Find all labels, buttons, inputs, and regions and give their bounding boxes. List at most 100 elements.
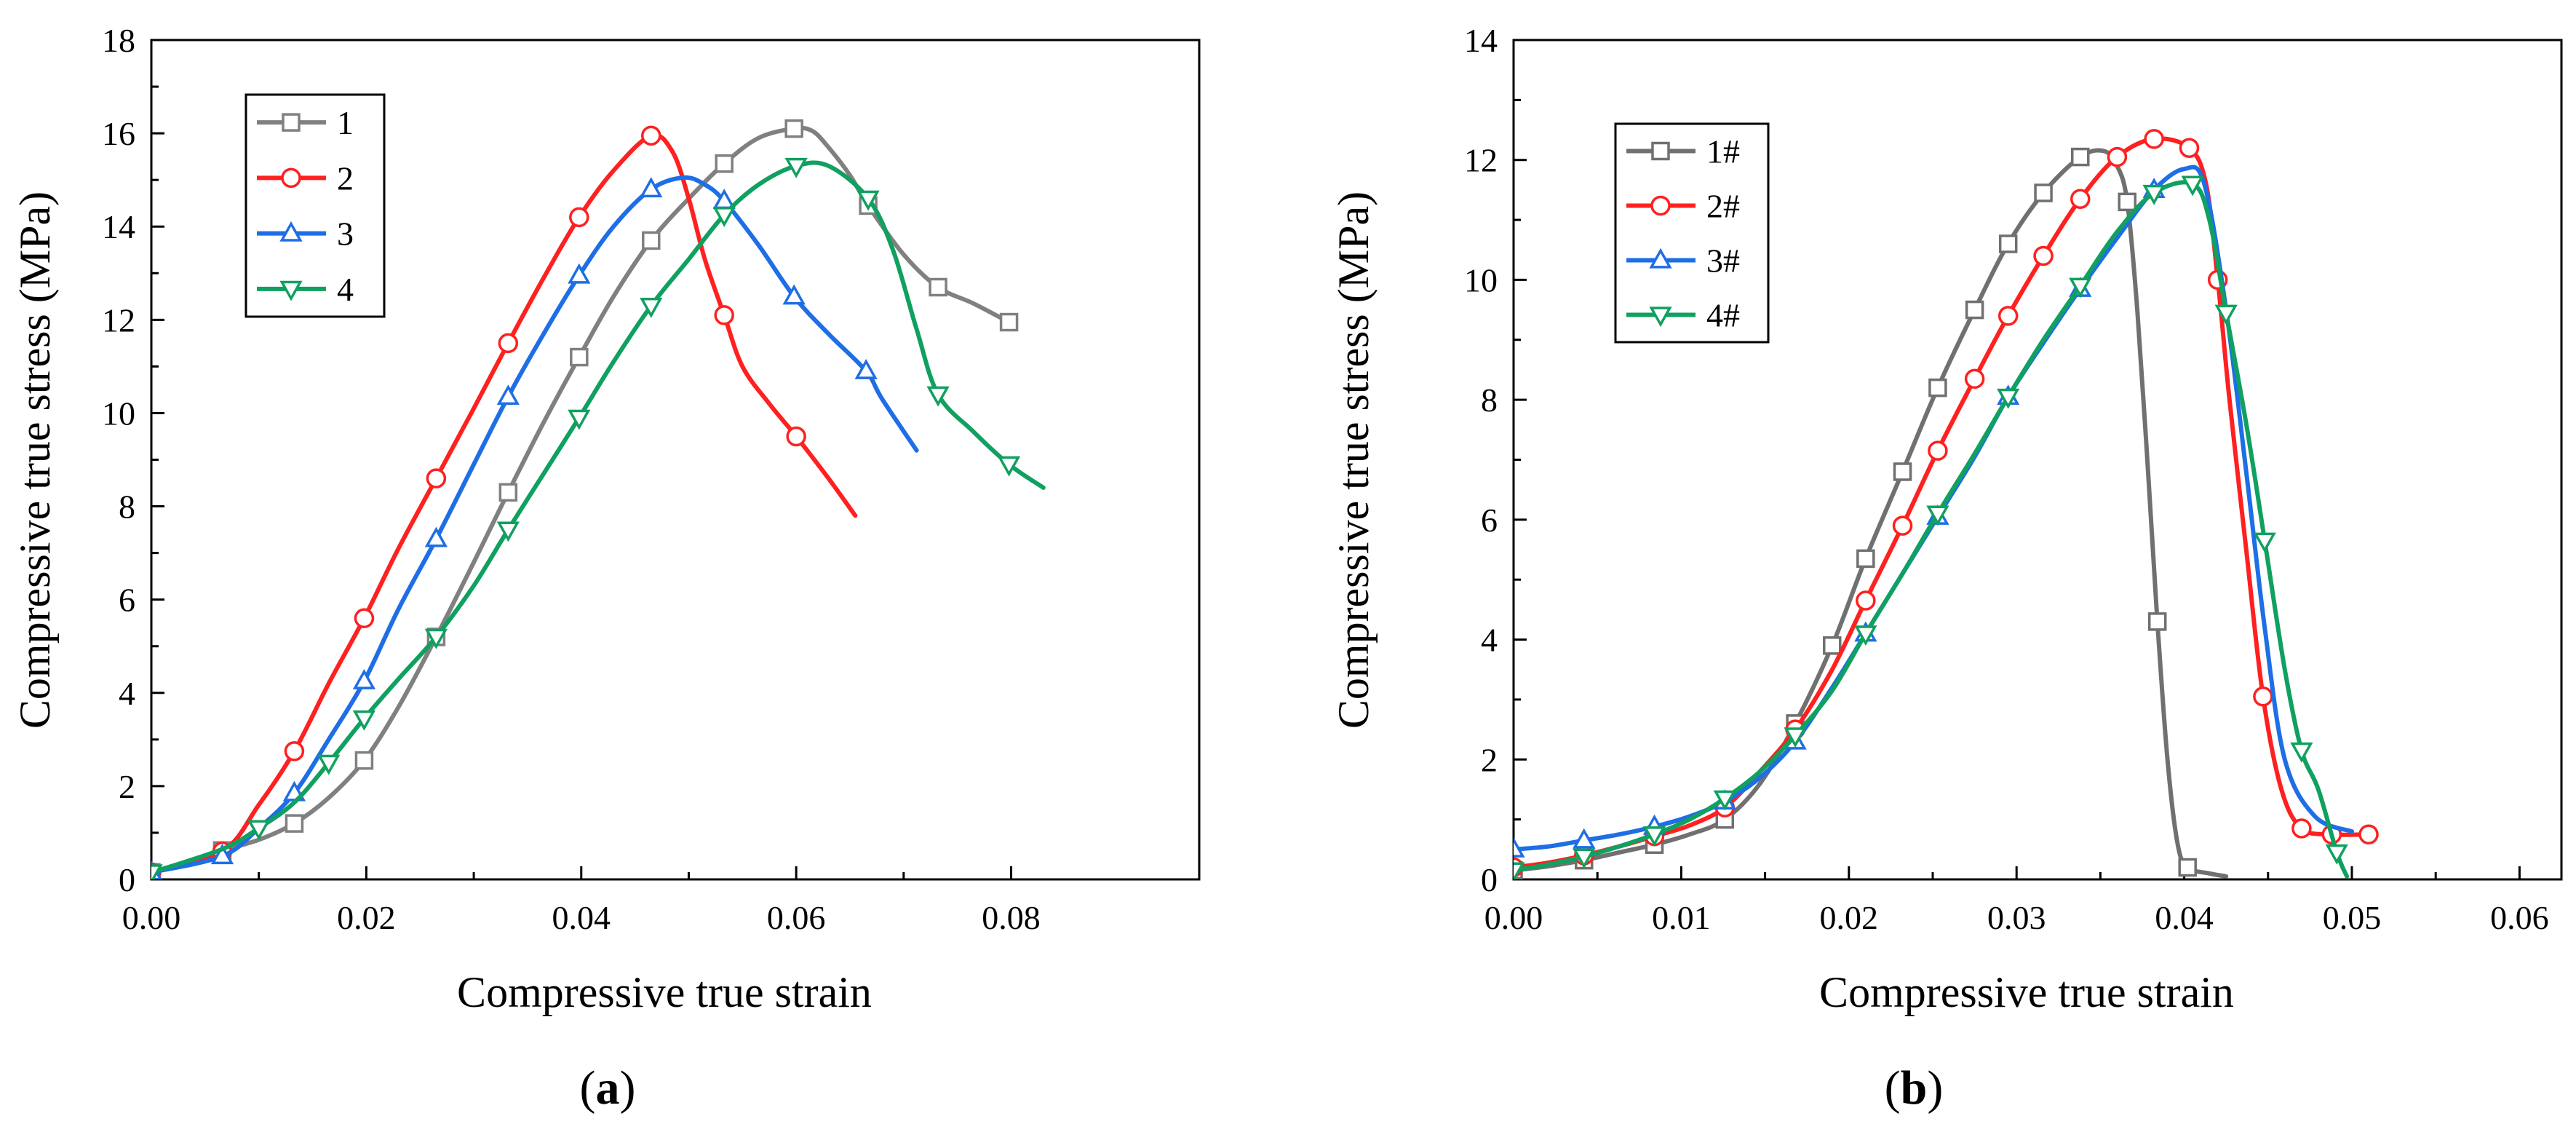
data-point-1 [1001, 314, 1017, 331]
data-point-2 [643, 127, 660, 144]
data-point-2# [2181, 139, 2198, 157]
x-tick-label: 0.04 [2155, 899, 2214, 936]
chart-panel-a: 0.00 0.02 0.04 0.06 0.08024681012141618Compr… [11, 22, 1199, 1016]
data-point-1 [571, 349, 587, 365]
legend: 1# 2# 3# 4# [1615, 124, 1768, 342]
data-point-2# [1857, 592, 1875, 609]
chart-panel-b: 0.00 0.01 0.02 0.03 0.04 0.05 0.06 0 2 4 6 8 10 12 14 C… [1329, 22, 2561, 1016]
data-point-2 [355, 609, 373, 627]
x-tick-label: 0.04 [552, 899, 611, 936]
figure: 0.00 0.02 0.04 0.06 0.08024681012141618Compr… [0, 0, 2576, 1132]
data-point-1# [2150, 614, 2166, 630]
panel-label-a: (a) [580, 1061, 636, 1115]
data-point-3 [642, 180, 660, 197]
data-point-1# [1824, 638, 1840, 654]
y-tick-label: 2 [1481, 741, 1498, 778]
data-point-1# [2035, 185, 2051, 201]
legend-label-2: 2 [337, 159, 354, 197]
y-tick-label: 4 [1481, 622, 1498, 659]
data-point-1# [2000, 236, 2016, 252]
data-point-1# [1858, 550, 1874, 566]
data-point-2# [2072, 190, 2089, 207]
legend-label-1#: 1# [1706, 133, 1740, 170]
data-point-2# [2145, 130, 2163, 148]
panel-label-b: (b) [1885, 1061, 1944, 1115]
y-tick-label: 16 [102, 115, 135, 152]
data-point-1# [2179, 860, 2195, 876]
data-point-1# [2072, 149, 2088, 165]
data-point-4# [2292, 744, 2310, 761]
data-point-1 [356, 753, 372, 769]
data-point-2# [2360, 826, 2377, 843]
y-tick-label: 10 [102, 395, 135, 432]
data-point-1 [500, 484, 516, 500]
data-point-2# [2254, 688, 2272, 705]
y-tick-label: 0 [119, 861, 135, 898]
x-tick-label: 0.06 [767, 899, 826, 936]
data-point-4# [2328, 846, 2346, 863]
legend-label-4: 4 [337, 271, 354, 308]
legend-marker-1# [1653, 143, 1669, 159]
data-point-2# [1966, 370, 1984, 387]
x-tick-label: 0.02 [1820, 899, 1879, 936]
data-point-1# [1895, 464, 1911, 480]
legend-label-3: 3 [337, 215, 354, 253]
data-point-2 [499, 334, 517, 352]
x-tick-label: 0.05 [2323, 899, 2382, 936]
series-1# [1506, 149, 2226, 879]
data-point-1 [716, 156, 732, 172]
legend-label-1: 1 [337, 104, 354, 141]
legend-marker-2 [282, 169, 300, 186]
data-point-2# [1929, 442, 1947, 459]
legend-box [246, 95, 384, 317]
data-point-1 [786, 121, 802, 137]
y-tick-label: 18 [102, 22, 135, 59]
y-tick-label: 0 [1481, 861, 1498, 898]
y-tick-label: 6 [1481, 502, 1498, 539]
legend-marker-2# [1652, 197, 1669, 215]
data-point-2 [715, 306, 733, 324]
data-point-2# [2108, 149, 2126, 166]
legend-label-2#: 2# [1706, 188, 1740, 225]
data-point-2# [1894, 517, 1912, 534]
x-axis-title: Compressive true strain [1819, 968, 2234, 1016]
y-tick-label: 14 [1464, 22, 1498, 59]
data-point-1 [643, 232, 659, 248]
data-point-3 [499, 387, 517, 404]
y-tick-label: 12 [102, 301, 135, 339]
x-tick-label: 0.02 [337, 899, 396, 936]
legend-marker-1 [283, 114, 299, 130]
data-point-1 [286, 815, 302, 831]
data-point-3 [355, 672, 373, 689]
data-point-3 [427, 529, 445, 546]
y-tick-label: 6 [119, 582, 135, 619]
x-tick-label: 0.03 [1987, 899, 2046, 936]
x-tick-label: 0.00 [122, 899, 181, 936]
data-point-2# [2000, 307, 2017, 325]
y-tick-label: 2 [119, 768, 135, 805]
legend-label-3#: 3# [1706, 242, 1740, 280]
x-tick-label: 0.01 [1652, 899, 1711, 936]
y-tick-label: 8 [119, 488, 135, 526]
y-axis-title: Compressive true stress (MPa) [1329, 191, 1378, 729]
x-tick-label: 0.08 [982, 899, 1041, 936]
y-tick-label: 12 [1464, 142, 1498, 179]
x-tick-label: 0.06 [2490, 899, 2549, 936]
y-tick-label: 10 [1464, 261, 1498, 298]
data-point-2 [285, 743, 303, 760]
x-tick-label: 0.00 [1484, 899, 1543, 936]
data-point-1# [1930, 380, 1946, 396]
x-axis-title: Compressive true strain [457, 968, 872, 1016]
y-tick-label: 14 [102, 208, 135, 245]
data-point-2 [427, 470, 445, 487]
data-point-1 [930, 279, 946, 295]
data-point-2# [2035, 247, 2052, 264]
legend-label-4#: 4# [1706, 297, 1740, 334]
data-point-2# [2293, 820, 2310, 837]
y-tick-label: 8 [1481, 381, 1498, 419]
data-point-4# [2256, 534, 2274, 550]
y-tick-label: 4 [119, 675, 135, 712]
legend: 1 2 3 4 [246, 95, 384, 317]
data-point-2 [571, 208, 588, 226]
y-axis-title: Compressive true stress (MPa) [11, 191, 59, 729]
